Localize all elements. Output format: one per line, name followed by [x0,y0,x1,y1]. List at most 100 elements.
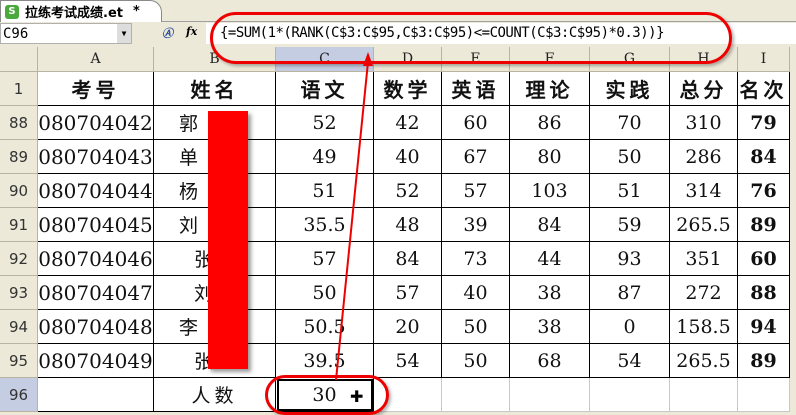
chevron-down-icon[interactable]: ▼ [117,24,131,43]
row-header[interactable]: 90 [0,174,38,208]
header-cell[interactable]: 实践 [590,72,670,106]
cell-id[interactable]: 080704042 [38,106,154,140]
cell-id[interactable]: 080704045 [38,208,154,242]
empty-cell[interactable] [442,378,510,412]
cell-c[interactable]: 50.5 [276,310,374,344]
cell-rank[interactable]: 84 [738,140,790,174]
cell-c[interactable]: 35.5 [276,208,374,242]
cell-f[interactable]: 68 [510,344,590,378]
cell-id[interactable]: 080704043 [38,140,154,174]
cell-e[interactable]: 67 [442,140,510,174]
cell-f[interactable]: 38 [510,310,590,344]
cell-e[interactable]: 50 [442,344,510,378]
empty-cell[interactable] [670,378,738,412]
row-header[interactable]: 92 [0,242,38,276]
cell-d[interactable]: 48 [374,208,442,242]
cell-c[interactable]: 52 [276,106,374,140]
cell-d[interactable]: 42 [374,106,442,140]
cell-e[interactable]: 57 [442,174,510,208]
column-header-c[interactable]: C [276,47,374,72]
cell-h[interactable]: 272 [670,276,738,310]
cell-d[interactable]: 40 [374,140,442,174]
cell-d[interactable]: 54 [374,344,442,378]
cell-e[interactable]: 39 [442,208,510,242]
cell-f[interactable]: 86 [510,106,590,140]
cell-c[interactable]: 57 [276,242,374,276]
cell-g[interactable]: 93 [590,242,670,276]
cell-h[interactable]: 310 [670,106,738,140]
column-header-g[interactable]: G [590,47,670,72]
header-cell[interactable]: 理论 [510,72,590,106]
column-header-a[interactable]: A [38,47,154,72]
cell-e[interactable]: 40 [442,276,510,310]
row-header[interactable]: 1 [0,72,38,106]
cell-g[interactable]: 51 [590,174,670,208]
cell-d[interactable]: 20 [374,310,442,344]
search-icon[interactable]: Ⓐ [162,27,173,40]
cell-id[interactable]: 080704048 [38,310,154,344]
header-cell[interactable]: 总分 [670,72,738,106]
cell-h[interactable]: 265.5 [670,344,738,378]
cell-f[interactable]: 103 [510,174,590,208]
column-header-f[interactable]: F [510,47,590,72]
name-box[interactable]: C96 ▼ [0,23,132,44]
cell-rank[interactable]: 79 [738,106,790,140]
header-cell[interactable]: 名次 [738,72,790,106]
cell-h[interactable]: 314 [670,174,738,208]
row-header[interactable]: 89 [0,140,38,174]
column-header-e[interactable]: E [442,47,510,72]
row-header[interactable]: 93 [0,276,38,310]
column-header-d[interactable]: D [374,47,442,72]
cell-g[interactable]: 0 [590,310,670,344]
row-header[interactable]: 88 [0,106,38,140]
cell-f[interactable]: 44 [510,242,590,276]
cell-rank[interactable]: 89 [738,344,790,378]
cell-id[interactable]: 080704046 [38,242,154,276]
cell-id[interactable]: 080704049 [38,344,154,378]
cell-f[interactable]: 84 [510,208,590,242]
cell-e[interactable]: 73 [442,242,510,276]
empty-cell[interactable] [738,378,790,412]
formula-input[interactable]: {=SUM(1*(RANK(C$3:C$95,C$3:C$95)<=COUNT(… [206,23,796,44]
row-header[interactable]: 96 [0,378,38,412]
row-header[interactable]: 94 [0,310,38,344]
cell-f[interactable]: 38 [510,276,590,310]
cell-rank[interactable]: 76 [738,174,790,208]
header-cell[interactable]: 英语 [442,72,510,106]
cell-d[interactable]: 52 [374,174,442,208]
cell-g[interactable]: 59 [590,208,670,242]
row-header[interactable]: 95 [0,344,38,378]
cell-h[interactable]: 265.5 [670,208,738,242]
cell-g[interactable]: 54 [590,344,670,378]
cell-h[interactable]: 351 [670,242,738,276]
summary-label[interactable]: 人数 [154,378,276,412]
cell-rank[interactable]: 60 [738,242,790,276]
cell-e[interactable]: 50 [442,310,510,344]
cell-d[interactable]: 57 [374,276,442,310]
header-cell[interactable]: 语文 [276,72,374,106]
workbook-tab[interactable]: S 拉练考试成绩.et * [0,0,162,22]
cell-a[interactable] [38,378,154,412]
header-cell[interactable]: 姓名 [154,72,276,106]
empty-cell[interactable] [590,378,670,412]
cell-c[interactable]: 39.5 [276,344,374,378]
header-cell[interactable]: 数学 [374,72,442,106]
select-all-corner[interactable] [0,47,38,72]
cell-d[interactable]: 84 [374,242,442,276]
cell-c[interactable]: 50 [276,276,374,310]
cell-id[interactable]: 080704044 [38,174,154,208]
cell-g[interactable]: 87 [590,276,670,310]
cell-rank[interactable]: 88 [738,276,790,310]
cell-rank[interactable]: 89 [738,208,790,242]
cell-g[interactable]: 70 [590,106,670,140]
cell-e[interactable]: 60 [442,106,510,140]
cell-h[interactable]: 286 [670,140,738,174]
row-header[interactable]: 91 [0,208,38,242]
cell-g[interactable]: 50 [590,140,670,174]
cell-rank[interactable]: 94 [738,310,790,344]
cell-f[interactable]: 80 [510,140,590,174]
header-cell[interactable]: 考号 [38,72,154,106]
empty-cell[interactable] [510,378,590,412]
cell-id[interactable]: 080704047 [38,276,154,310]
column-header-i[interactable]: I [738,47,790,72]
